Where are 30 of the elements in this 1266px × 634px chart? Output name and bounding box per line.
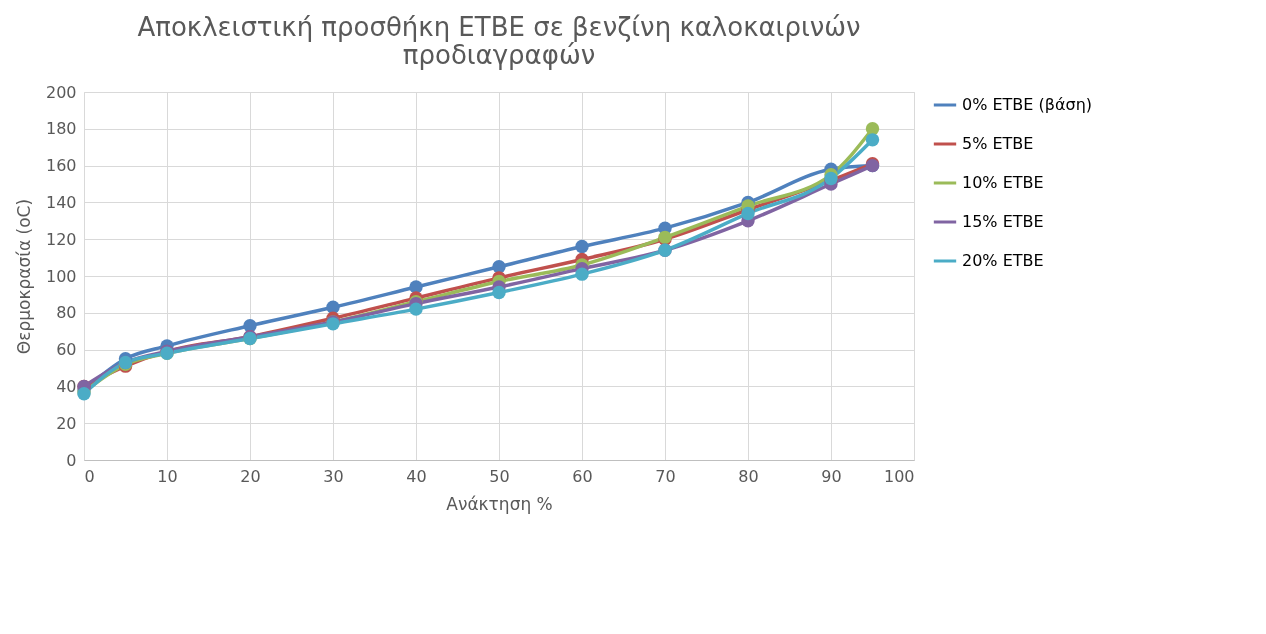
y-tick-label: 200: [45, 82, 77, 102]
y-tick-label: 160: [45, 156, 77, 176]
x-tick-label: 90: [821, 466, 842, 486]
x-tick-label: 30: [323, 466, 344, 486]
legend-label: 20% ETBE: [962, 251, 1044, 270]
y-tick-label: 120: [45, 229, 77, 249]
x-tick-label: 70: [655, 466, 676, 486]
legend-label: 15% ETBE: [962, 212, 1044, 231]
y-tick-label: 100: [45, 266, 77, 286]
x-tick-label: 10: [157, 466, 178, 486]
y-axis-title: Θερμοκρασία (oC): [13, 198, 34, 355]
x-tick-label: 0: [84, 466, 95, 486]
x-axis-title: Ανάκτηση %: [446, 493, 553, 514]
y-tick-label: 80: [56, 303, 77, 323]
x-tick-label: 40: [406, 466, 427, 486]
x-tick-label: 50: [489, 466, 510, 486]
x-tick-label: 20: [240, 466, 261, 486]
y-tick-label: 0: [66, 450, 77, 470]
x-tick-label: 60: [572, 466, 593, 486]
y-tick-label: 40: [56, 376, 77, 396]
y-tick-label: 60: [56, 340, 77, 360]
y-tick-label: 20: [56, 413, 77, 433]
x-tick-label: 100: [883, 466, 915, 486]
legend-label: 0% ETBE (βάση): [962, 95, 1093, 114]
chart-title: Αποκλειστική προσθήκη ETBE σε βενζίνη καλοκαιρινών προδιαγραφών: [137, 12, 861, 70]
y-tick-label: 140: [45, 192, 77, 212]
legend-label: 5% ETBE: [962, 134, 1034, 153]
x-tick-label: 80: [738, 466, 759, 486]
y-tick-label: 180: [45, 119, 77, 139]
legend-label: 10% ETBE: [962, 173, 1044, 192]
